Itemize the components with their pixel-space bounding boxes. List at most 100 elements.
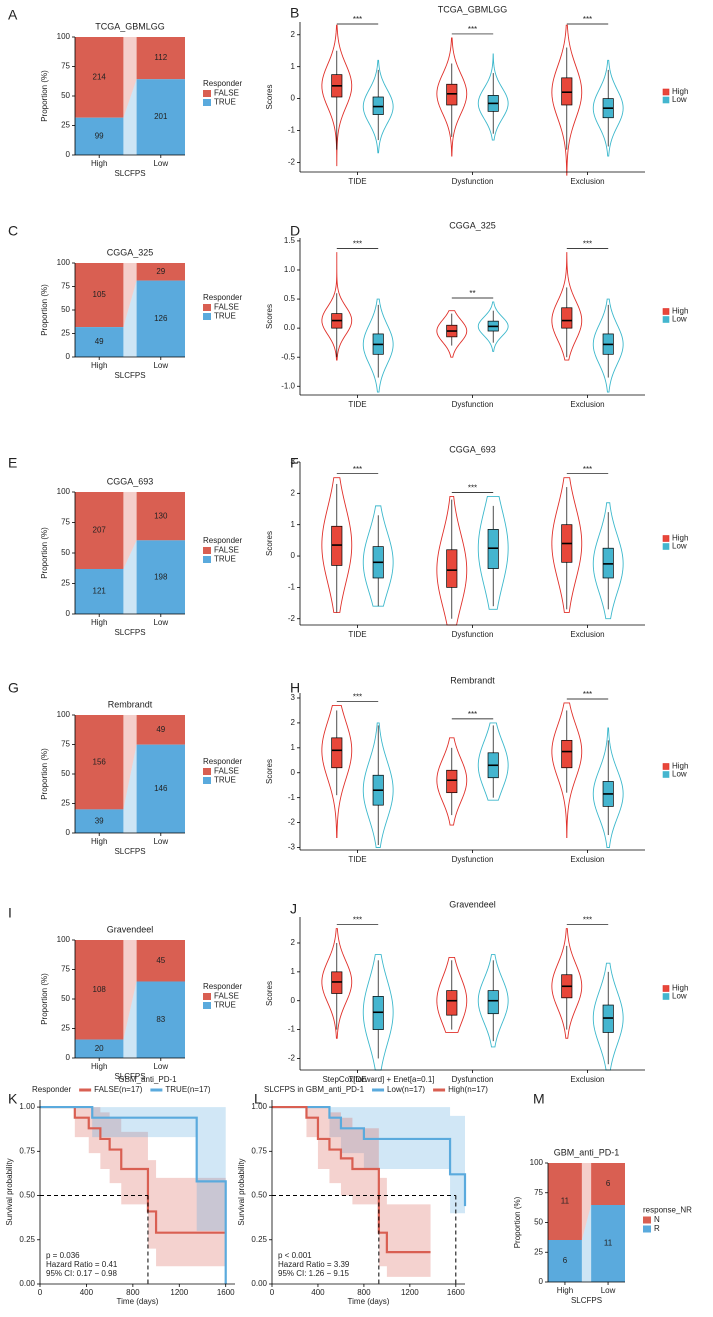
violin xyxy=(477,301,509,352)
legend-label: Low xyxy=(672,315,687,324)
bar-segment xyxy=(75,37,124,118)
panel-letter: B xyxy=(290,5,299,21)
y-tick-label: 3 xyxy=(291,457,296,466)
legend-swatch xyxy=(203,304,211,311)
y-tick-label: 0.00 xyxy=(19,1279,35,1288)
signif-label: *** xyxy=(583,916,592,925)
y-tick-label: 50 xyxy=(61,548,70,557)
legend-swatch xyxy=(203,99,211,106)
box xyxy=(487,990,499,1015)
y-tick-label: -0.5 xyxy=(281,352,295,361)
legend-label: Low xyxy=(672,95,687,104)
y-tick-label: 0.00 xyxy=(251,1279,267,1288)
annotation: Hazard Ratio = 3.39 xyxy=(278,1260,350,1269)
violin xyxy=(362,298,394,393)
y-tick-label: 50 xyxy=(534,1218,543,1227)
legend-swatch xyxy=(643,1225,651,1233)
x-tick-label: Exclusion xyxy=(570,855,604,864)
signif-label: *** xyxy=(468,484,477,493)
legend-label: High(n=17) xyxy=(448,1085,488,1094)
x-tick-label: High xyxy=(557,1286,573,1295)
x-tick-label: Dysfunction xyxy=(452,855,494,864)
value-label: 207 xyxy=(93,526,107,535)
x-tick-label: Low xyxy=(153,361,168,370)
signif-label: ** xyxy=(469,289,475,298)
y-tick-label: 1 xyxy=(291,520,296,529)
y-tick-label: 25 xyxy=(61,329,70,338)
signif-label: *** xyxy=(353,240,362,249)
y-tick-label: 0.25 xyxy=(19,1235,35,1244)
violin xyxy=(436,496,468,626)
flow-connector xyxy=(581,1205,592,1282)
bar-segment xyxy=(136,940,185,982)
bar-segment xyxy=(548,1240,582,1282)
violin xyxy=(551,24,583,176)
bar-segment xyxy=(75,327,124,357)
box xyxy=(446,769,458,794)
y-axis-label: Scores xyxy=(265,304,274,329)
x-tick-label: 1600 xyxy=(217,1288,235,1297)
bar-segment xyxy=(75,809,124,833)
y-tick-label: 0.25 xyxy=(251,1235,267,1244)
legend-label: FALSE xyxy=(214,546,239,555)
y-tick-label: 50 xyxy=(61,91,70,100)
violin xyxy=(592,298,624,393)
y-tick-label: -1 xyxy=(288,126,296,135)
legend-label: High xyxy=(672,534,688,543)
y-tick-label: 50 xyxy=(61,305,70,314)
x-tick-label: High xyxy=(91,159,107,168)
y-tick-label: 25 xyxy=(61,579,70,588)
title: Rembrandt xyxy=(108,699,153,709)
y-axis-label: Proportion (%) xyxy=(513,1196,522,1248)
x-tick-label: Low xyxy=(153,837,168,846)
y-tick-label: 0 xyxy=(291,996,296,1005)
legend-label: High xyxy=(672,984,688,993)
y-tick-label: 0.50 xyxy=(19,1191,35,1200)
flow-connector xyxy=(123,280,137,357)
violin xyxy=(592,59,624,157)
bar-segment xyxy=(548,1163,582,1240)
flow-connector xyxy=(123,492,137,569)
violin xyxy=(436,37,468,157)
x-tick-label: Low xyxy=(153,159,168,168)
legend-label: FALSE xyxy=(214,89,239,98)
panel-letter: C xyxy=(8,223,18,239)
x-axis-label: Time (days) xyxy=(348,1297,390,1306)
panel-letter: G xyxy=(8,680,19,696)
value-label: 126 xyxy=(154,314,168,323)
bar-segment xyxy=(591,1205,625,1282)
y-tick-label: 1.5 xyxy=(284,236,296,245)
x-axis-label: SLCFPS xyxy=(114,847,145,856)
title: Gravendeel xyxy=(449,899,496,909)
bar-segment xyxy=(75,1039,124,1058)
violin xyxy=(551,702,583,838)
annotation: Hazard Ratio = 0.41 xyxy=(46,1260,118,1269)
x-tick-label: Low xyxy=(153,618,168,627)
legend-title: Responder xyxy=(203,982,242,991)
y-tick-label: 100 xyxy=(57,32,71,41)
y-axis-label: Survival probability xyxy=(5,1158,14,1225)
annotation: p < 0.001 xyxy=(278,1251,312,1260)
y-tick-label: 0.50 xyxy=(251,1191,267,1200)
value-label: 11 xyxy=(561,1197,570,1206)
box xyxy=(561,739,573,769)
title: StepCox[forward] + Enet[a=0.1] xyxy=(322,1075,434,1084)
y-tick-label: 0 xyxy=(66,828,71,837)
legend-label: High xyxy=(672,307,688,316)
violin xyxy=(477,53,509,141)
x-axis-label: SLCFPS xyxy=(114,1072,145,1081)
legend-title: Responder xyxy=(32,1085,71,1094)
y-tick-label: 2 xyxy=(291,718,296,727)
legend-swatch xyxy=(662,535,670,542)
legend-label: TRUE xyxy=(214,1001,236,1010)
title: CGGA_693 xyxy=(449,444,496,454)
y-axis-label: Scores xyxy=(265,531,274,556)
x-tick-label: 400 xyxy=(311,1288,325,1297)
value-label: 6 xyxy=(563,1256,568,1265)
y-tick-label: 75 xyxy=(534,1188,543,1197)
title: GBM_anti_PD-1 xyxy=(554,1147,620,1157)
x-tick-label: 400 xyxy=(80,1288,94,1297)
x-axis-label: SLCFPS xyxy=(114,371,145,380)
y-tick-label: 75 xyxy=(61,62,70,71)
x-tick-label: High xyxy=(91,361,107,370)
